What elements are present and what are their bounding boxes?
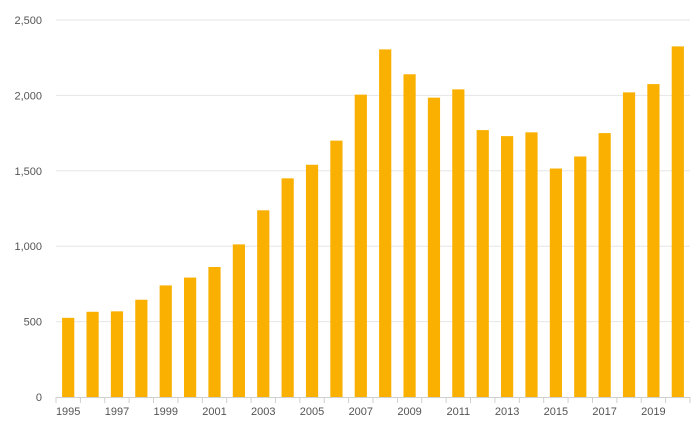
x-tick-label: 2007 [349, 406, 373, 418]
bar-1996 [86, 311, 99, 397]
x-tick-label: 1997 [105, 406, 129, 418]
bar-2016 [574, 156, 587, 397]
x-tick-label: 1995 [56, 406, 80, 418]
bar-2020 [671, 46, 684, 397]
bar-2001 [208, 267, 221, 397]
x-tick-label: 2003 [251, 406, 275, 418]
y-tick-label: 0 [36, 392, 42, 404]
bar-2004 [281, 178, 294, 397]
bar-1995 [62, 317, 75, 397]
x-tick-label: 2009 [397, 406, 421, 418]
x-tick-label: 2011 [447, 406, 471, 418]
gridlines [56, 19, 690, 323]
bar-2015 [549, 168, 562, 397]
bar-2006 [330, 140, 343, 397]
bar-2009 [403, 74, 416, 398]
bar-2012 [476, 130, 489, 398]
bar-2018 [622, 92, 636, 397]
axes [55, 397, 691, 403]
bar-1997 [110, 311, 124, 397]
y-tick-label: 1,000 [14, 241, 42, 253]
x-tick-label: 2019 [641, 406, 665, 418]
y-axis-tick-labels: 0 500 1,000 1,500 2,000 2,500 [14, 15, 42, 404]
bar-2017 [598, 133, 611, 397]
bar-2008 [379, 49, 392, 397]
x-axis-tick-labels: 1995 1997 1999 2001 2003 2005 2007 2009 2011 2013… [56, 406, 666, 418]
x-tick-label: 2001 [202, 406, 226, 418]
x-tick-label: 2015 [544, 406, 568, 418]
bar-2010 [427, 97, 441, 398]
x-tick-label: 2013 [495, 406, 519, 418]
y-tick-label: 2,000 [14, 90, 42, 102]
bar-2011 [452, 89, 465, 398]
bar-2013 [501, 136, 514, 397]
bar-2019 [647, 84, 660, 397]
bar-1999 [159, 285, 172, 397]
bar-1998 [135, 299, 148, 397]
x-tick-label: 2005 [300, 406, 324, 418]
y-tick-label: 2,500 [14, 15, 42, 27]
x-tick-label: 2017 [592, 406, 616, 418]
bar-2002 [232, 244, 245, 397]
bars [62, 46, 684, 398]
y-tick-label: 500 [24, 317, 42, 329]
bar-2007 [354, 94, 367, 397]
bar-2005 [305, 164, 319, 397]
bar-2003 [257, 210, 270, 397]
x-tick-label: 1999 [153, 406, 177, 418]
y-tick-label: 1,500 [14, 166, 42, 178]
bar-2014 [525, 132, 538, 397]
bar-2000 [184, 277, 197, 397]
